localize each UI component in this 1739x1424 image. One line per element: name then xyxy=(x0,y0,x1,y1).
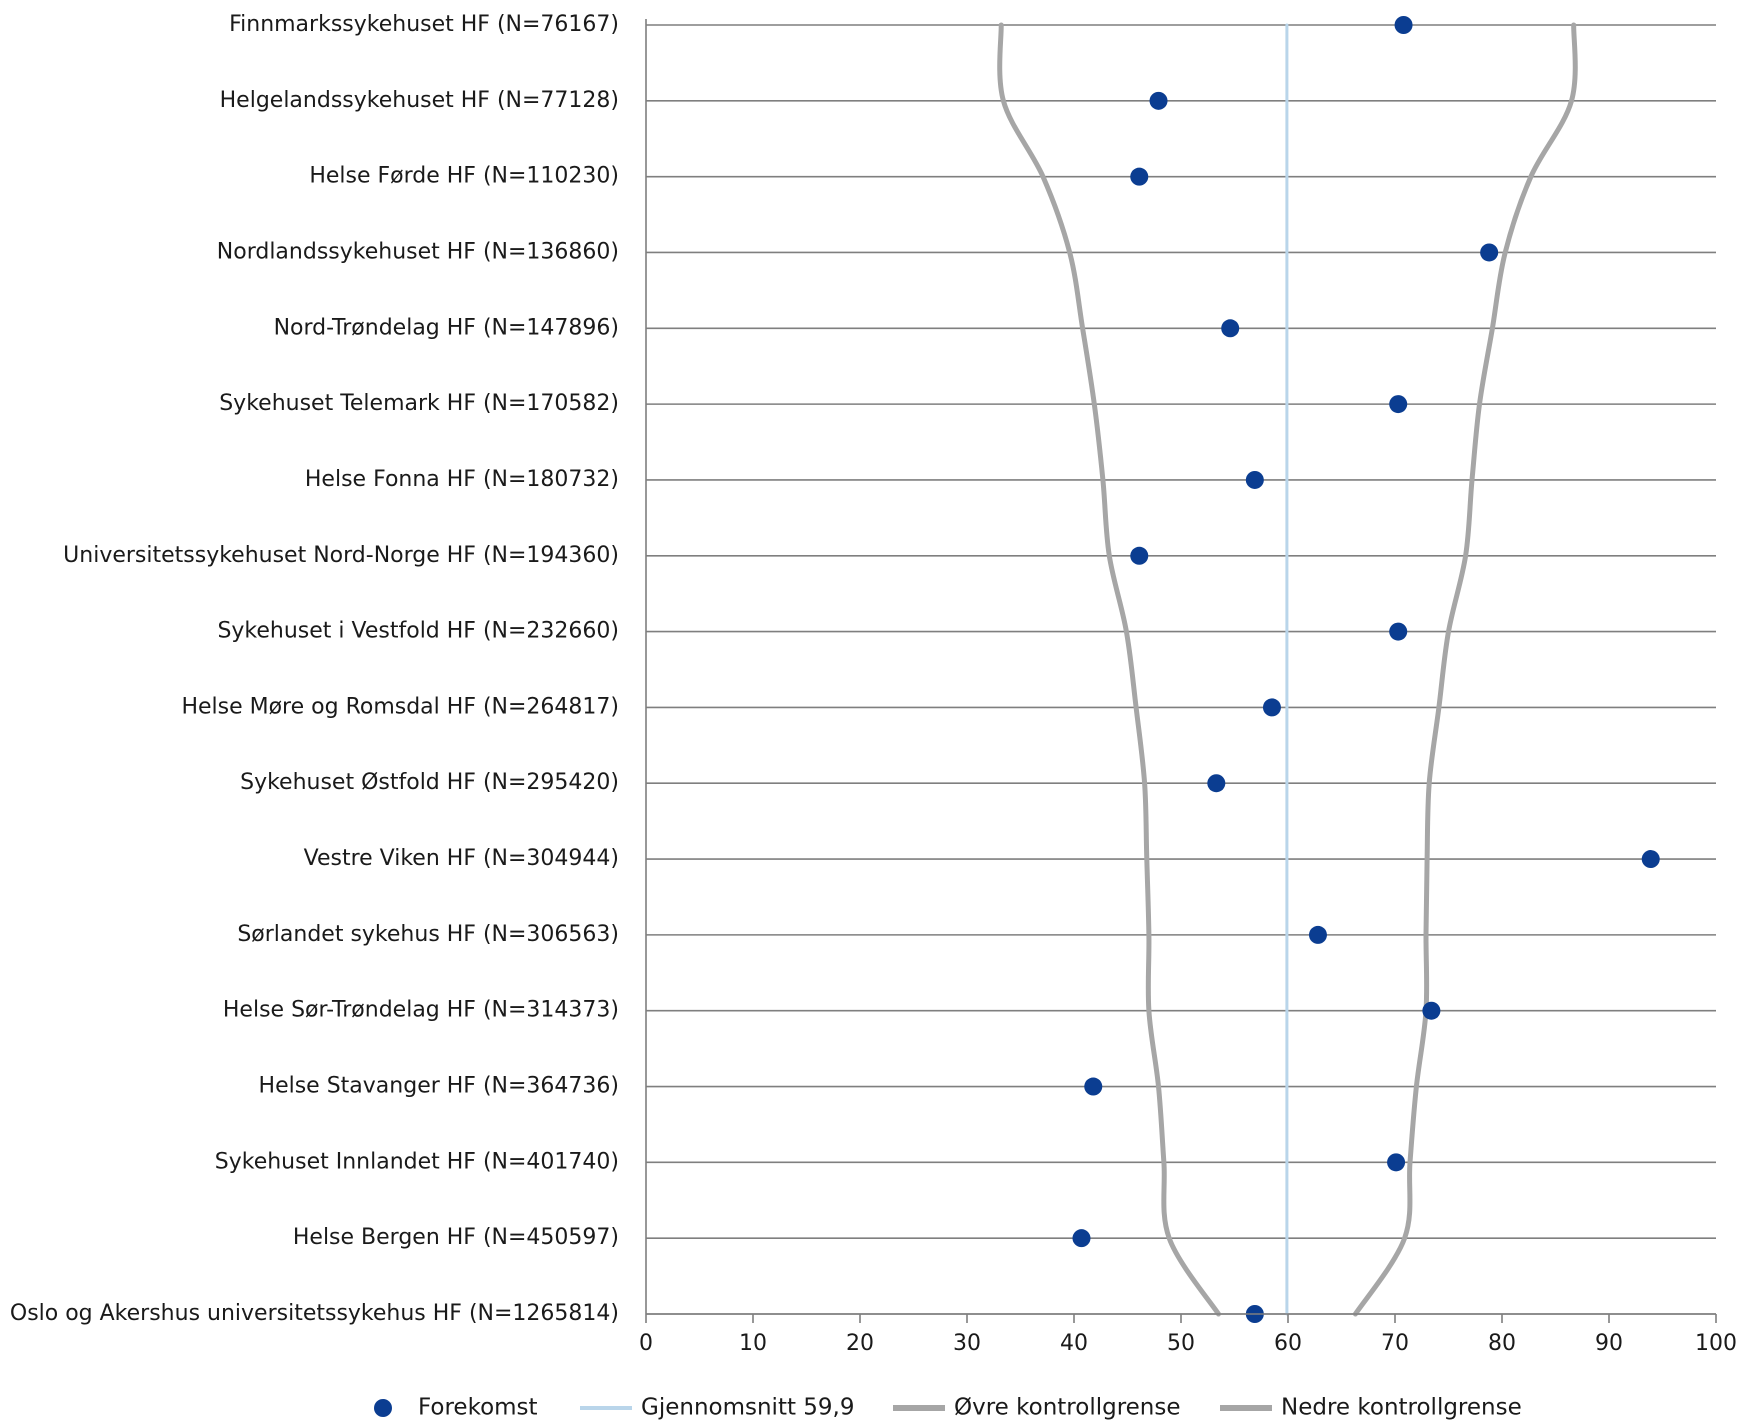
category-label: Nord-Trøndelag HF (N=147896) xyxy=(274,315,619,340)
category-label: Helse Bergen HF (N=450597) xyxy=(293,1225,619,1250)
category-label: Helse Sør-Trøndelag HF (N=314373) xyxy=(223,998,619,1023)
data-point xyxy=(1207,774,1226,793)
data-point xyxy=(1422,1001,1441,1020)
legend-label: Forekomst xyxy=(418,1395,538,1421)
x-tick-label: 100 xyxy=(1695,1331,1737,1356)
data-point xyxy=(1641,850,1660,869)
category-label: Oslo og Akershus universitetssykehus HF … xyxy=(10,1301,619,1326)
x-tick-label: 90 xyxy=(1595,1331,1623,1356)
x-axis: 0 10 20 30 40 50 60 70 80 90 100 xyxy=(639,1313,1737,1356)
data-point xyxy=(1389,395,1408,414)
data-point xyxy=(1130,167,1149,186)
data-point xyxy=(1245,470,1264,489)
data-point xyxy=(1387,1153,1406,1172)
x-tick-label: 10 xyxy=(739,1331,767,1356)
category-label: Nordlandssykehuset HF (N=136860) xyxy=(217,239,619,264)
data-point xyxy=(1308,925,1327,944)
category-label: Helse Fonna HF (N=180732) xyxy=(305,467,619,492)
x-tick-label: 0 xyxy=(639,1331,653,1356)
x-tick-label: 80 xyxy=(1488,1331,1516,1356)
legend-label: Øvre kontrollgrense xyxy=(954,1395,1181,1421)
control-limit-lines xyxy=(997,22,1578,1317)
data-point xyxy=(1221,319,1240,338)
legend-label: Nedre kontrollgrense xyxy=(1281,1395,1522,1421)
data-point xyxy=(1130,546,1149,565)
x-tick-label: 70 xyxy=(1381,1331,1409,1356)
data-point xyxy=(1480,243,1499,262)
x-tick-label: 60 xyxy=(1274,1331,1302,1356)
data-point xyxy=(1262,698,1281,717)
data-point xyxy=(1389,622,1408,641)
category-label: Universitetssykehuset Nord-Norge HF (N=1… xyxy=(63,543,619,568)
data-point xyxy=(1149,91,1168,110)
category-label: Sykehuset Østfold HF (N=295420) xyxy=(240,770,619,795)
legend: Forekomst Gjennomsnitt 59,9 Øvre kontrollg… xyxy=(374,1395,1522,1421)
category-label: Sykehuset Innlandet HF (N=401740) xyxy=(215,1149,619,1174)
legend-marker xyxy=(374,1399,392,1417)
category-label: Helse Møre og Romsdal HF (N=264817) xyxy=(181,694,619,719)
x-tick-label: 50 xyxy=(1167,1331,1195,1356)
category-label: Sykehuset Telemark HF (N=170582) xyxy=(219,391,619,416)
data-point xyxy=(1072,1229,1091,1248)
x-tick-label: 30 xyxy=(953,1331,981,1356)
category-label: Sykehuset i Vestfold HF (N=232660) xyxy=(217,619,619,644)
legend-label: Gjennomsnitt 59,9 xyxy=(641,1395,855,1421)
x-tick-label: 40 xyxy=(1060,1331,1088,1356)
category-label: Vestre Viken HF (N=304944) xyxy=(304,846,619,871)
category-label: Helse Stavanger HF (N=364736) xyxy=(259,1074,619,1099)
control-limit-path xyxy=(1352,22,1578,1317)
category-labels: Finnmarkssykehuset HF (N=76167) Helgeland… xyxy=(10,12,619,1326)
category-label: Finnmarkssykehuset HF (N=76167) xyxy=(229,12,619,37)
data-point xyxy=(1394,16,1413,34)
category-label: Helgelandssykehuset HF (N=77128) xyxy=(220,88,619,113)
category-label: Sørlandet sykehus HF (N=306563) xyxy=(237,922,619,947)
control-limit-path xyxy=(997,22,1221,1317)
data-point xyxy=(1084,1077,1103,1096)
category-label: Helse Førde HF (N=110230) xyxy=(309,164,619,189)
grid-lines xyxy=(646,24,1716,1315)
x-tick-label: 20 xyxy=(846,1331,874,1356)
